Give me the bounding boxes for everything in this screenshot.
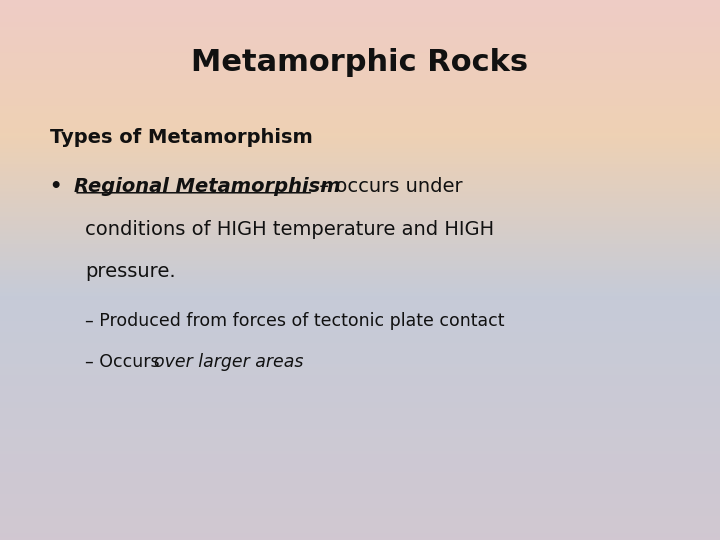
Text: Types of Metamorphism: Types of Metamorphism [50, 128, 313, 147]
Text: over larger areas: over larger areas [154, 353, 303, 371]
Text: pressure.: pressure. [85, 262, 176, 281]
Text: Metamorphic Rocks: Metamorphic Rocks [192, 48, 528, 77]
Text: – occurs under: – occurs under [313, 177, 463, 196]
Text: •: • [49, 177, 61, 196]
Text: Regional Metamorphism: Regional Metamorphism [74, 177, 341, 196]
Text: – Occurs: – Occurs [85, 353, 165, 371]
Text: conditions of HIGH temperature and HIGH: conditions of HIGH temperature and HIGH [85, 220, 494, 239]
Text: – Produced from forces of tectonic plate contact: – Produced from forces of tectonic plate… [85, 312, 505, 330]
